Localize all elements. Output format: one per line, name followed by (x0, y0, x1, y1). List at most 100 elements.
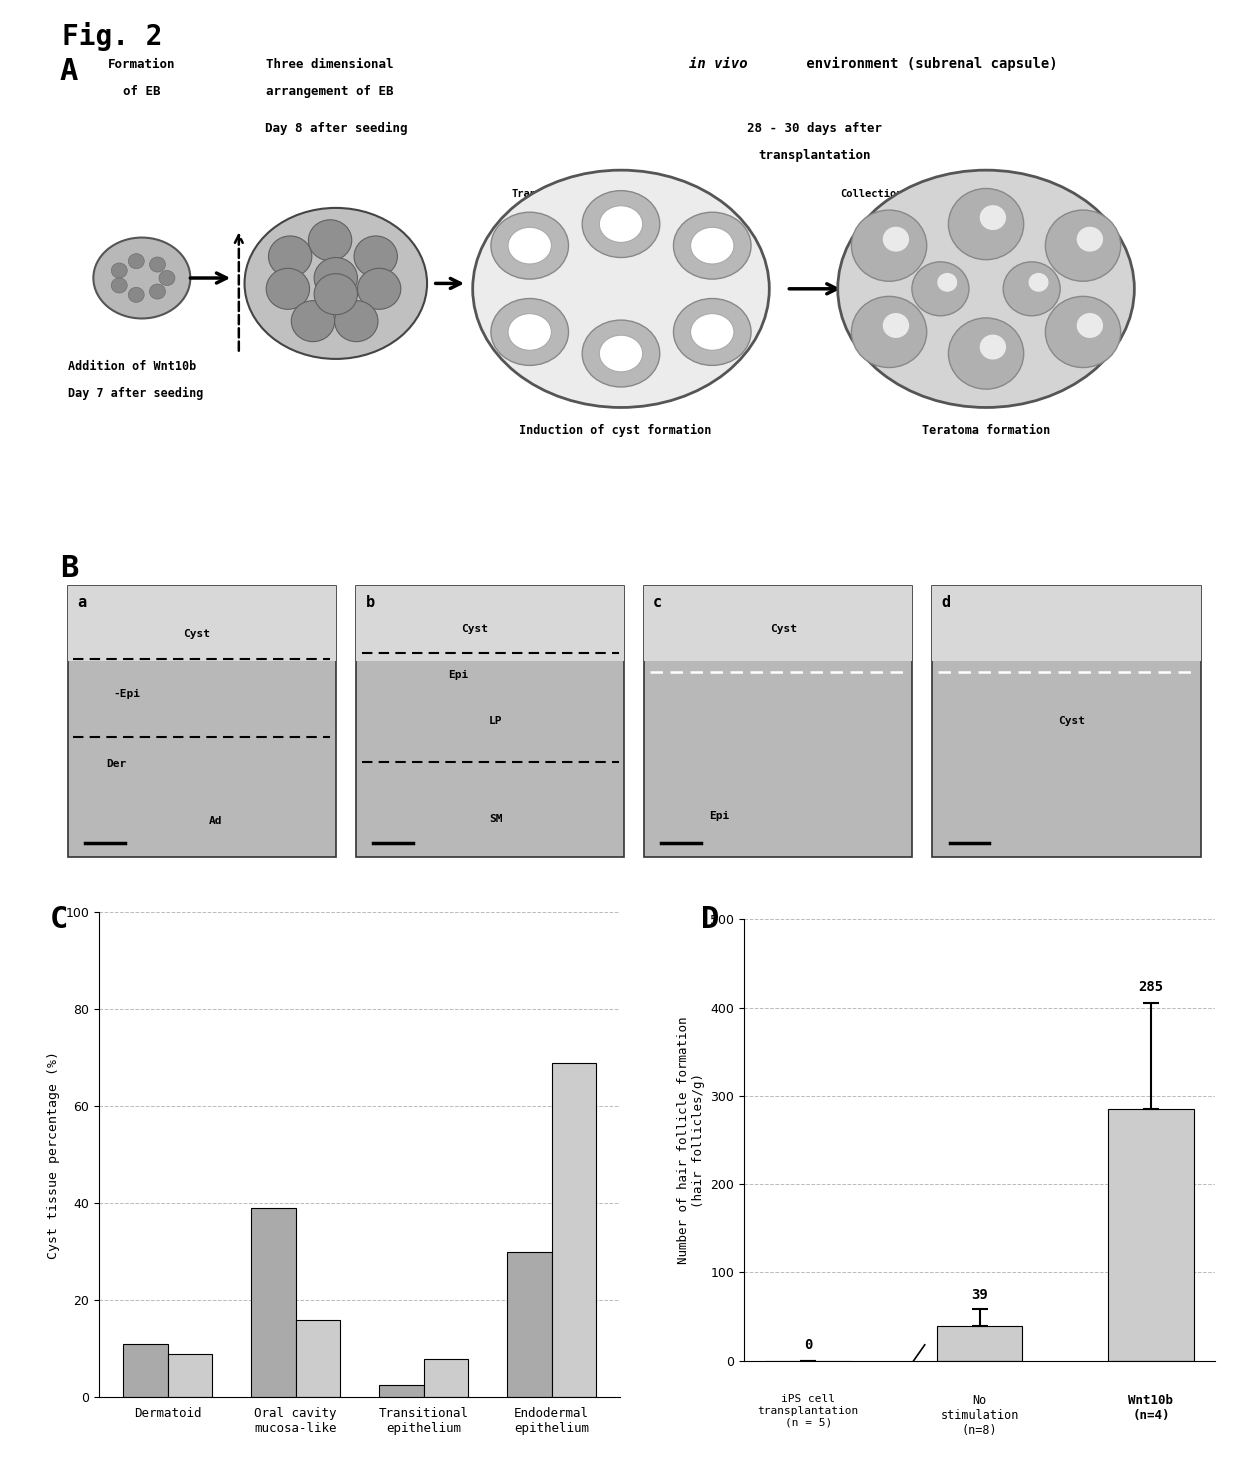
Text: b: b (366, 594, 374, 609)
Text: C: C (50, 905, 68, 934)
Y-axis label: Number of hair follicle formation
(hair follicles/g): Number of hair follicle formation (hair … (677, 1016, 704, 1264)
Circle shape (291, 300, 335, 341)
Bar (68, 585, 336, 662)
Circle shape (150, 284, 165, 299)
Ellipse shape (508, 313, 552, 350)
Text: Induction of cyst formation: Induction of cyst formation (520, 424, 712, 437)
Circle shape (949, 318, 1024, 390)
Text: Three dimensional: Three dimensional (267, 57, 394, 71)
Ellipse shape (244, 207, 427, 359)
Text: 285: 285 (1138, 980, 1163, 994)
Bar (250, 1208, 295, 1397)
Ellipse shape (583, 191, 660, 257)
Circle shape (852, 296, 926, 368)
Text: iPS cell
transplantation
(n = 5): iPS cell transplantation (n = 5) (758, 1395, 859, 1427)
Ellipse shape (491, 299, 568, 365)
Bar (68, 585, 336, 856)
Circle shape (1045, 296, 1121, 368)
Circle shape (112, 278, 128, 293)
Circle shape (355, 235, 397, 277)
Circle shape (314, 257, 357, 299)
Circle shape (937, 274, 957, 291)
Text: Epi: Epi (448, 669, 469, 680)
Text: Cyst: Cyst (461, 624, 487, 634)
Text: of EB: of EB (123, 85, 161, 97)
Y-axis label: Cyst tissue percentage (%): Cyst tissue percentage (%) (47, 1050, 60, 1259)
Circle shape (980, 204, 1006, 229)
Text: a: a (77, 594, 86, 609)
Bar (932, 585, 1200, 662)
Bar (123, 1344, 167, 1397)
Bar (1109, 1109, 1194, 1361)
Bar (552, 1062, 596, 1397)
Circle shape (128, 287, 144, 303)
Circle shape (1003, 262, 1060, 316)
Text: Day 8 after seeding: Day 8 after seeding (264, 122, 407, 135)
Circle shape (852, 210, 926, 281)
Ellipse shape (599, 335, 642, 372)
Bar (507, 1252, 552, 1397)
Ellipse shape (491, 212, 568, 279)
Text: B: B (60, 555, 78, 583)
Text: in vivo: in vivo (689, 57, 748, 71)
Circle shape (150, 257, 165, 272)
Circle shape (267, 268, 310, 309)
Text: No
stimulation
(n=8): No stimulation (n=8) (940, 1395, 1019, 1437)
Text: Day 7 after seeding: Day 7 after seeding (68, 387, 203, 400)
Bar (378, 1386, 424, 1397)
Text: Cyst: Cyst (182, 630, 210, 640)
Circle shape (128, 253, 144, 269)
Ellipse shape (673, 212, 751, 279)
Ellipse shape (838, 171, 1135, 407)
Text: Formation: Formation (108, 57, 176, 71)
Text: arrangement of EB: arrangement of EB (267, 85, 394, 97)
Circle shape (1076, 313, 1104, 338)
Text: 39: 39 (971, 1287, 988, 1302)
Text: Ad: Ad (208, 816, 222, 827)
Text: Epi: Epi (709, 811, 729, 821)
Ellipse shape (691, 228, 734, 263)
Text: transplantation: transplantation (759, 149, 872, 162)
Text: Addition of Wnt10b: Addition of Wnt10b (68, 360, 196, 372)
Circle shape (269, 235, 311, 277)
Bar (932, 585, 1200, 856)
Circle shape (159, 271, 175, 285)
Text: D: D (701, 905, 719, 934)
Bar (424, 1359, 469, 1397)
Circle shape (1076, 227, 1104, 252)
Text: d: d (941, 594, 951, 609)
Circle shape (980, 334, 1006, 359)
Ellipse shape (691, 313, 734, 350)
Text: SM: SM (489, 813, 502, 824)
Ellipse shape (673, 299, 751, 365)
Circle shape (911, 262, 968, 316)
Text: environment (subrenal capsule): environment (subrenal capsule) (797, 56, 1058, 71)
Circle shape (883, 313, 909, 338)
Text: Wnt10b
(n=4): Wnt10b (n=4) (1128, 1395, 1173, 1422)
Circle shape (949, 188, 1024, 260)
Bar (644, 585, 911, 856)
Text: 0: 0 (804, 1337, 812, 1352)
Bar (936, 1327, 1023, 1361)
Text: Cyst: Cyst (770, 624, 797, 634)
Circle shape (357, 268, 401, 309)
Circle shape (1045, 210, 1121, 281)
Text: Fig. 2: Fig. 2 (62, 22, 162, 51)
Circle shape (335, 300, 378, 341)
Bar (644, 585, 911, 662)
Bar (167, 1353, 212, 1397)
Text: A: A (60, 57, 78, 85)
Text: Cyst: Cyst (1058, 716, 1085, 727)
Text: Der: Der (105, 759, 126, 769)
Circle shape (1028, 274, 1049, 291)
Text: Transplantation: Transplantation (511, 190, 605, 199)
Text: Teratoma formation: Teratoma formation (921, 425, 1050, 437)
Text: Collection: Collection (841, 190, 903, 199)
Text: LP: LP (489, 716, 502, 727)
Bar (295, 1319, 341, 1397)
Circle shape (112, 263, 128, 278)
Ellipse shape (508, 228, 552, 263)
Bar (356, 585, 625, 662)
Ellipse shape (599, 206, 642, 243)
Circle shape (883, 227, 909, 252)
